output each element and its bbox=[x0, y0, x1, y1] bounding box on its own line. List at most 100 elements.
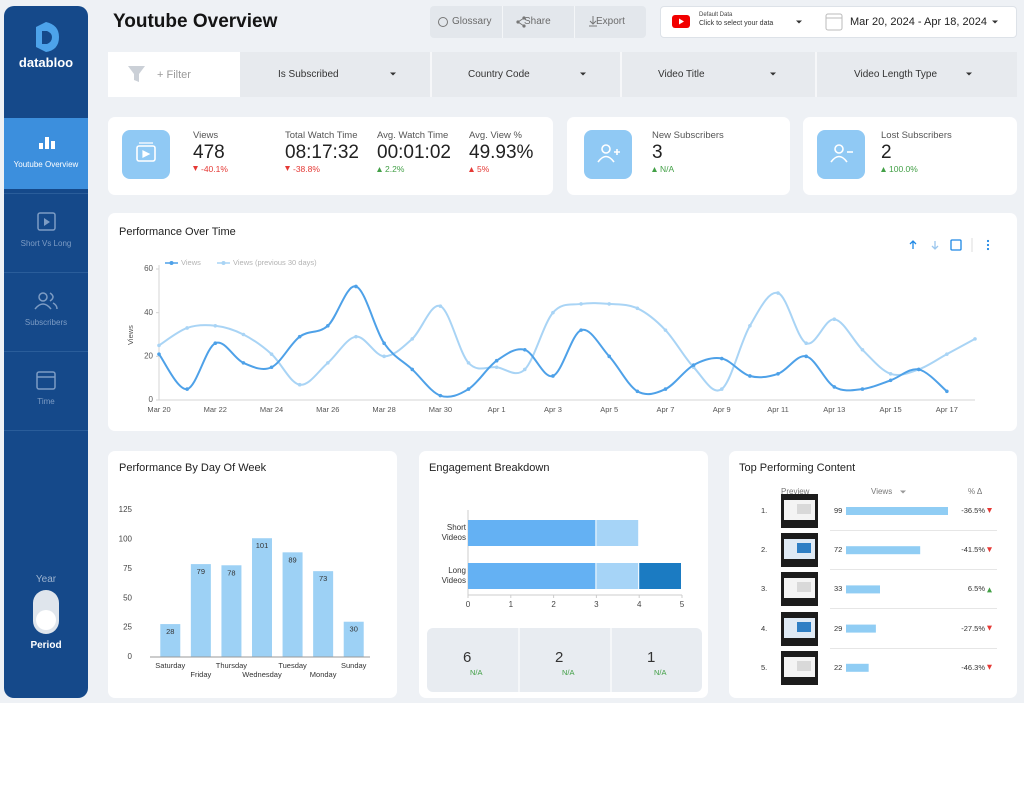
nav-divider bbox=[4, 351, 88, 352]
kpi-value: 3 bbox=[652, 142, 663, 163]
toggle-label: Year bbox=[35, 574, 57, 585]
kpi-change: 2.2% bbox=[385, 164, 405, 174]
data-source-name: Default Data bbox=[699, 12, 733, 18]
kpi-value: 2 bbox=[881, 142, 892, 163]
change-value: 6.5% bbox=[967, 584, 985, 594]
rank: 2. bbox=[761, 545, 768, 555]
button-label: Share bbox=[524, 16, 551, 27]
nav-divider bbox=[4, 272, 88, 273]
kpi-label: Total Watch Time bbox=[285, 130, 358, 141]
row-separator bbox=[830, 569, 997, 571]
button-label: Export bbox=[596, 16, 625, 27]
page-title: Youtube Overview bbox=[113, 11, 278, 32]
preview-detail bbox=[797, 582, 811, 593]
filter-separator bbox=[620, 52, 622, 97]
nav-item[interactable]: Youtube Overview bbox=[13, 160, 79, 169]
engagement-change: N/A bbox=[562, 668, 575, 677]
button-separator bbox=[502, 6, 503, 38]
table-card bbox=[729, 451, 1017, 698]
kpi-label: Avg. View % bbox=[469, 130, 522, 141]
column-header: Preview bbox=[781, 487, 810, 496]
filter-separator bbox=[430, 52, 432, 97]
category-label: Short Videos bbox=[441, 523, 466, 542]
kpi-value: 08:17:32 bbox=[285, 142, 359, 163]
chart-card bbox=[108, 451, 397, 698]
kpi-value: 00:01:02 bbox=[377, 142, 451, 163]
category-label: Long Videos bbox=[441, 566, 466, 585]
chart-card bbox=[108, 213, 1017, 431]
kpi-card bbox=[567, 117, 790, 195]
brand-name: databloo bbox=[18, 55, 74, 70]
engagement-value: 2 bbox=[555, 649, 564, 666]
change-value: -46.3% bbox=[961, 662, 985, 672]
nav-item[interactable]: Time bbox=[37, 397, 55, 406]
engagement-value: 1 bbox=[647, 649, 656, 666]
change-value: -27.5% bbox=[961, 623, 985, 633]
kpi-card bbox=[803, 117, 1017, 195]
views-value: 72 bbox=[834, 545, 843, 555]
kpi-value: 49.93% bbox=[469, 142, 534, 163]
preview-detail bbox=[797, 504, 811, 514]
engagement-change: N/A bbox=[470, 668, 483, 677]
preview-detail bbox=[797, 543, 811, 554]
kpi-label: New Subscribers bbox=[652, 130, 724, 141]
filter-separator bbox=[815, 52, 817, 97]
rank: 5. bbox=[761, 662, 768, 672]
nav-active-background bbox=[4, 118, 88, 189]
kpi-card bbox=[108, 117, 553, 195]
nav-divider bbox=[4, 193, 88, 194]
views-value: 33 bbox=[834, 584, 843, 594]
row-separator bbox=[830, 530, 997, 531]
column-header: Views bbox=[871, 487, 893, 496]
views-value: 99 bbox=[834, 506, 843, 515]
kpi-change: -40.1% bbox=[201, 164, 228, 174]
engagement-change: N/A bbox=[654, 668, 667, 677]
filter-label: Video Title bbox=[658, 69, 705, 80]
rank: 3. bbox=[761, 584, 768, 594]
filter-label: Is Subscribed bbox=[278, 69, 339, 80]
filter-label: Country Code bbox=[468, 69, 530, 80]
kpi-label: Avg. Watch Time bbox=[377, 130, 449, 141]
nav-item[interactable]: Subscribers bbox=[24, 318, 68, 327]
data-source-hint: Click to select your data bbox=[699, 20, 774, 27]
engagement-value: 6 bbox=[463, 649, 472, 666]
table-title: Top Performing Content bbox=[739, 462, 856, 474]
change-value: -36.5% bbox=[961, 506, 985, 515]
nav-item[interactable]: Short Vs Long bbox=[20, 239, 72, 248]
filter-label: Video Length Type bbox=[854, 69, 938, 80]
button-group bbox=[430, 6, 646, 38]
filter-bar bbox=[108, 52, 1017, 97]
engagement-stats bbox=[427, 628, 702, 692]
kpi-value: 478 bbox=[193, 142, 225, 163]
kpi-change: 5% bbox=[477, 164, 490, 174]
preview-detail bbox=[797, 660, 811, 671]
preview-detail bbox=[797, 621, 811, 632]
views-value: 22 bbox=[834, 662, 843, 672]
toggle-value: Period bbox=[30, 640, 62, 651]
add-filter-label: + Filter bbox=[157, 69, 191, 81]
filter-dropdown[interactable] bbox=[620, 52, 815, 97]
kpi-change: N/A bbox=[660, 164, 675, 174]
button-separator bbox=[574, 6, 575, 38]
column-header: % Δ bbox=[968, 487, 983, 496]
change-value: -41.5% bbox=[961, 545, 985, 555]
toggle-knob bbox=[36, 610, 56, 630]
stats-separator bbox=[518, 628, 520, 692]
rank: 1. bbox=[761, 506, 768, 515]
row-separator bbox=[830, 647, 997, 649]
button-label: Glossary bbox=[452, 16, 492, 27]
nav-divider bbox=[4, 430, 88, 431]
chart-title: Performance Over Time bbox=[119, 226, 236, 238]
kpi-change: -38.8% bbox=[293, 164, 320, 174]
row-separator bbox=[830, 608, 997, 610]
chart-title: Engagement Breakdown bbox=[429, 462, 550, 474]
rank: 4. bbox=[761, 623, 768, 633]
kpi-label: Views bbox=[193, 130, 219, 141]
chart-title: Performance By Day Of Week bbox=[119, 462, 267, 474]
views-value: 29 bbox=[834, 623, 843, 633]
kpi-change: 100.0% bbox=[889, 164, 918, 174]
stats-separator bbox=[610, 628, 612, 692]
date-range[interactable]: Mar 20, 2024 - Apr 18, 2024 bbox=[850, 16, 987, 28]
kpi-label: Lost Subscribers bbox=[881, 130, 952, 141]
